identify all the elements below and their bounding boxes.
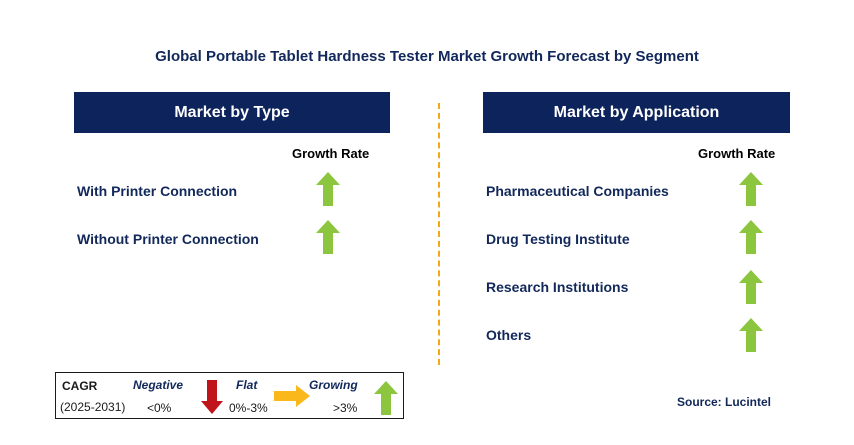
growing-arrow-icon	[739, 220, 763, 254]
application-growth-rate-label: Growth Rate	[698, 146, 776, 161]
growing-arrow-icon	[739, 270, 763, 304]
type-growth-rate-label: Growth Rate	[292, 146, 370, 161]
application-item-label: Others	[486, 327, 532, 343]
legend-negative-label: Negative	[133, 378, 184, 392]
application-item-label: Pharmaceutical Companies	[486, 183, 669, 199]
legend-flat-range: 0%-3%	[229, 401, 268, 415]
legend-cagr-label: CAGR	[62, 379, 98, 393]
growing-arrow-icon	[374, 381, 398, 420]
type-item-label: Without Printer Connection	[77, 231, 259, 247]
type-panel-header: Market by Type	[74, 92, 390, 133]
flat-arrow-icon	[274, 385, 310, 412]
application-panel-header: Market by Application	[483, 92, 790, 133]
type-item-label: With Printer Connection	[77, 183, 238, 199]
source-label: Source: Lucintel	[677, 395, 772, 409]
application-item-label: Drug Testing Institute	[486, 231, 630, 247]
panel-divider	[438, 103, 440, 365]
legend-growing-range: >3%	[333, 401, 358, 415]
growing-arrow-icon	[739, 172, 763, 206]
legend-growing-label: Growing	[309, 378, 358, 392]
growing-arrow-icon	[316, 220, 340, 254]
legend-flat-label: Flat	[236, 378, 258, 392]
growing-arrow-icon	[739, 318, 763, 352]
application-item-label: Research Institutions	[486, 279, 629, 295]
legend-negative-range: <0%	[147, 401, 172, 415]
growing-arrow-icon	[316, 172, 340, 206]
negative-arrow-icon	[201, 380, 223, 419]
cagr-legend	[55, 372, 404, 419]
chart-title: Global Portable Tablet Hardness Tester M…	[155, 48, 699, 65]
legend-period: (2025-2031)	[60, 400, 126, 414]
